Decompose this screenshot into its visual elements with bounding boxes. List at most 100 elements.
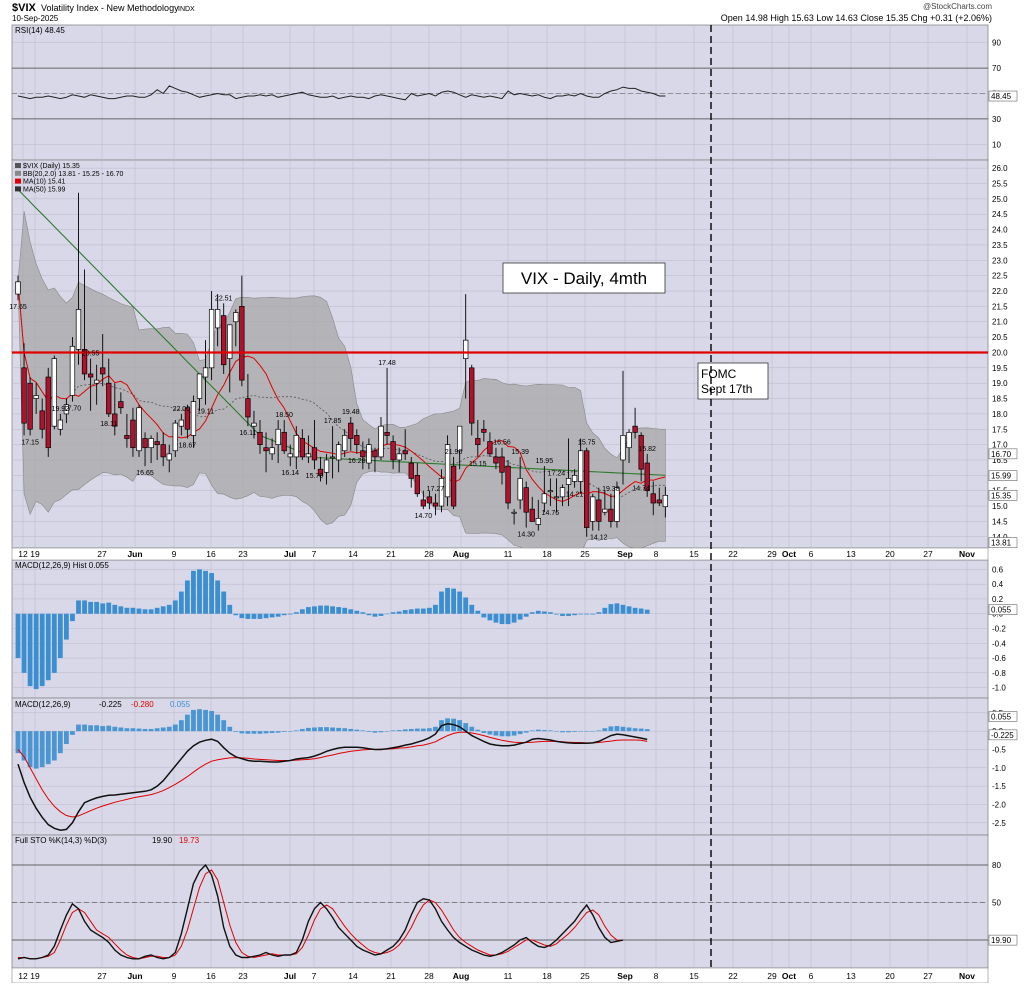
candle-body (354, 435, 360, 445)
candle-body (45, 376, 51, 449)
x-tick-label: 19 (30, 549, 40, 559)
candle-body (33, 395, 39, 399)
x-tick-label: 14 (348, 971, 358, 981)
candle-body (584, 450, 590, 528)
macd-panel-hist-bar (517, 731, 523, 735)
y-tick-label: 19.0 (992, 379, 1008, 388)
x-tick-label: 22 (728, 549, 738, 559)
x-tick-label: Jul (284, 971, 296, 981)
candle-body (414, 474, 420, 495)
macd-hist-bar (100, 603, 106, 614)
candle-body (190, 401, 197, 436)
macd-panel-hist-bar (221, 720, 227, 732)
candle-body (547, 490, 554, 493)
candle-body (384, 431, 390, 436)
price-point-label: 14.74 (632, 485, 650, 492)
candle-body (233, 312, 239, 323)
price-point-label: 21.90 (445, 449, 463, 456)
macd-panel-hist-bar (402, 729, 408, 732)
candle-body (372, 450, 378, 458)
candle-body (499, 456, 505, 473)
y-tick-label: -0.8 (992, 669, 1006, 678)
y-tick-label: -2.0 (992, 801, 1006, 810)
last-value-box (988, 448, 1018, 460)
macd-hist-bar (578, 613, 584, 615)
x-tick-label: 13 (846, 971, 856, 981)
candle-body (541, 493, 547, 504)
macd-hist-bar (487, 613, 493, 621)
candle-body (154, 441, 160, 445)
x-tick-label: 16 (206, 549, 216, 559)
candle-body (57, 419, 63, 430)
panel-rsi (11, 24, 989, 161)
candle-body (487, 441, 493, 455)
macd-panel-hist-bar (112, 726, 118, 732)
candle-body (390, 441, 396, 461)
price-point-label: 15.39 (511, 449, 529, 456)
candle-body (614, 487, 620, 522)
macd-hist-bar (112, 604, 118, 614)
macd-hist-bar (608, 604, 614, 614)
candle-body (63, 404, 70, 415)
y-tick-label: 17.5 (992, 425, 1008, 434)
candle-body (305, 453, 312, 458)
macd-hist-bar (269, 613, 275, 618)
price-point-label: 18.50 (275, 412, 293, 419)
macd-hist-bar (191, 570, 196, 614)
macd-panel-hist-bar (269, 731, 275, 733)
last-value-label: 16.70 (991, 450, 1012, 459)
last-value-box (988, 934, 1018, 946)
macd-hist-bar (348, 609, 354, 614)
macd-panel-hist-bar (420, 728, 426, 732)
macd-hist-bar (27, 613, 33, 687)
macd-panel-hist-bar (118, 727, 124, 732)
price-point-label: 19.11 (197, 409, 214, 416)
x-tick-label: 6 (809, 971, 814, 981)
macd-panel-hist-bar (372, 731, 378, 733)
macd-hist-bar (614, 603, 620, 614)
candle-body (632, 425, 638, 433)
macd-hist-bar (21, 613, 27, 673)
copyright: @StockCharts.com (923, 2, 992, 11)
price-point-label: 16.65 (136, 470, 154, 477)
candle-body (118, 401, 124, 409)
x-tick-label: 23 (238, 549, 248, 559)
candle-body (553, 496, 560, 499)
x-axis-band (11, 967, 989, 984)
last-value-box (988, 729, 1018, 741)
macd-panel-hist-bar (614, 726, 620, 732)
macd-panel-hist-bar (620, 726, 626, 732)
y-tick-label: 20.0 (992, 348, 1008, 357)
candle-body (565, 478, 572, 485)
candle-body (577, 450, 584, 482)
macd-panel-hist-bar (100, 726, 106, 732)
macd-hist-bar (221, 591, 227, 614)
y-tick-label: 23.5 (992, 241, 1008, 250)
macd-hist-bar (511, 613, 517, 623)
macd-hist-bar (233, 613, 239, 616)
macd-hist-bar (64, 613, 69, 640)
candle-body (69, 345, 76, 396)
candle-body (196, 373, 203, 399)
price-point-label: 18.67 (179, 442, 197, 449)
macd-hist-bar (402, 610, 408, 614)
y-tick-label: 16.5 (992, 456, 1008, 465)
y-tick-label: -1.0 (992, 684, 1006, 693)
candle-body (644, 462, 650, 492)
candle-body (523, 487, 529, 513)
macd-panel-hist-bar (209, 711, 214, 732)
candle-body (323, 459, 330, 473)
x-tick-label: 9 (172, 549, 177, 559)
x-tick-label: 20 (885, 971, 895, 981)
price-point-label: 14.30 (517, 532, 535, 539)
macd-hist-bar (572, 613, 577, 616)
price-point-label: 17.15 (21, 439, 39, 446)
price-point-label: 14.76 (542, 510, 560, 517)
panel-sto (11, 834, 989, 969)
macd-panel-hist-bar (76, 724, 81, 732)
macd-hist-bar (372, 613, 378, 617)
x-tick-label: 16 (206, 971, 216, 981)
x-tick-label: 27 (923, 549, 933, 559)
candle-body (208, 309, 215, 369)
macd-panel-hist-bar (336, 727, 342, 732)
